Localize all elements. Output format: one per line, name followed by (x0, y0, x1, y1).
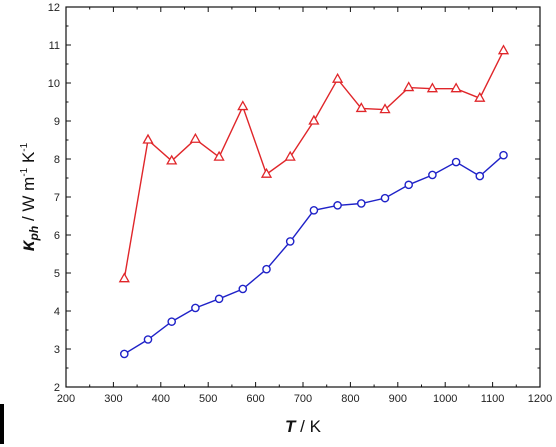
series-2-point (143, 335, 153, 344)
plot-area (118, 44, 510, 359)
series-1-point (474, 91, 486, 102)
x-tick-label: 900 (389, 393, 407, 405)
x-tick-label: 300 (104, 393, 122, 405)
series-1-point (426, 82, 439, 93)
x-axis-symbol: T (285, 417, 297, 436)
x-tick-label: 700 (294, 393, 312, 405)
series-2-point (285, 237, 295, 246)
x-axis-title: T / K (285, 417, 322, 436)
series-2-point (191, 303, 200, 313)
x-tick-label: 200 (57, 393, 75, 405)
series-1-point (331, 72, 344, 83)
y-tick-label: 4 (54, 306, 60, 318)
corner-bar (0, 404, 4, 444)
series-2-point (357, 199, 366, 208)
y-tick-label: 11 (49, 40, 60, 52)
series-2-point (380, 193, 390, 203)
x-tick-label: 500 (199, 393, 217, 405)
y-tick-label: 6 (54, 230, 60, 242)
series-1-point (379, 103, 391, 114)
series-2-line (123, 154, 504, 355)
series-1-point (260, 167, 273, 178)
y-tick-label: 7 (54, 192, 60, 204)
y-axis-exponent-2: -1 (19, 142, 30, 151)
x-tick-label: 1200 (528, 393, 552, 405)
y-axis-exponent-1: -1 (19, 167, 30, 176)
series-2-point (309, 205, 319, 215)
series-1-point (166, 154, 178, 165)
y-axis-symbol: κ (18, 239, 39, 251)
x-tick-label: 800 (341, 393, 359, 405)
y-tick-label: 8 (54, 154, 60, 166)
axis-ticks: 200 300 400 500 600 700 800 900 1000 1100 1200 2 3 4 5… (48, 2, 552, 405)
y-axis-title: κph / W m-1 K-1 (18, 142, 41, 251)
series-1-point (189, 132, 202, 143)
series-2-point (451, 157, 461, 167)
series-2-point (499, 150, 508, 160)
series-2-point (214, 294, 224, 304)
y-tick-label: 3 (54, 344, 60, 356)
series-1-point (213, 150, 225, 161)
x-tick-label: 1000 (433, 393, 457, 405)
series-2-point (333, 201, 342, 210)
series-1-point (142, 133, 154, 144)
series-1-point (284, 150, 296, 161)
y-tick-label: 5 (54, 268, 60, 280)
series-2-point (428, 170, 437, 180)
y-axis-unit-2: K (19, 151, 38, 168)
plot-frame (65, 6, 541, 388)
series-1-point (355, 102, 367, 113)
series-2-point (167, 317, 177, 326)
y-axis-unit: / W m (19, 177, 38, 226)
series-1-point (497, 44, 510, 55)
series-1-point (237, 100, 249, 111)
series-2-point (475, 171, 485, 181)
series-1-line (123, 50, 505, 279)
x-tick-label: 600 (246, 393, 264, 405)
series-2-point (238, 284, 248, 294)
series-2-point (120, 349, 129, 359)
y-tick-label: 9 (54, 116, 60, 128)
series-2-point (262, 264, 271, 274)
series-1-point (118, 272, 130, 283)
x-axis-unit: / K (295, 417, 321, 436)
series-1-point (403, 81, 415, 92)
series-1-point (450, 82, 462, 93)
y-tick-label: 2 (54, 382, 60, 394)
y-tick-label: 12 (48, 2, 60, 14)
x-tick-label: 1100 (481, 393, 505, 405)
y-tick-label: 10 (48, 78, 60, 90)
series-1-point (308, 114, 320, 125)
y-axis-subscript: ph (27, 226, 41, 242)
series-2-point (404, 180, 414, 190)
x-tick-label: 400 (152, 393, 170, 405)
